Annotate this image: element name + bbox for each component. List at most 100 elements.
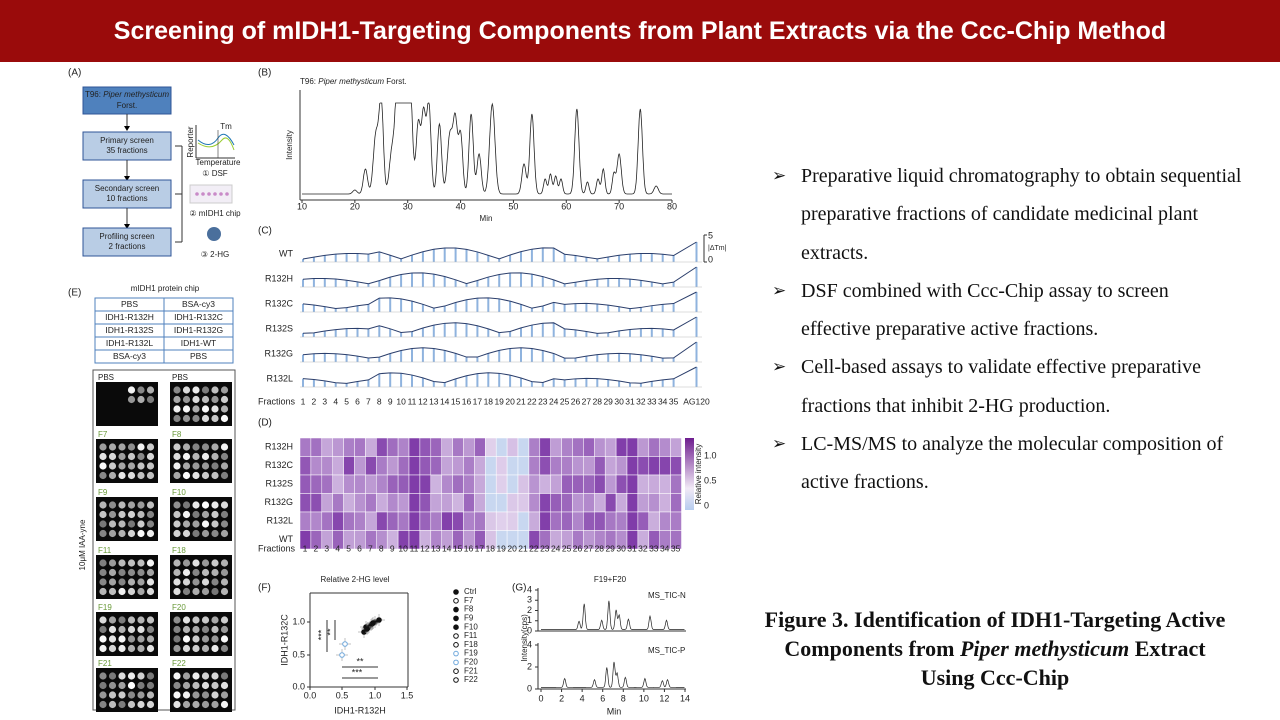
heat-cell <box>495 437 508 457</box>
heat-cell <box>550 437 562 457</box>
point <box>370 620 376 626</box>
spot <box>192 568 200 577</box>
legend-symbol <box>453 598 459 604</box>
spot <box>146 700 155 709</box>
spot <box>127 681 136 690</box>
heat-cell <box>648 437 660 457</box>
tm-label: Tm <box>220 122 232 131</box>
tick-label: 11 <box>408 396 417 406</box>
profile-line <box>302 241 697 260</box>
heat-cell <box>310 456 323 476</box>
heat-cell <box>299 511 312 531</box>
heat-cell <box>430 493 442 513</box>
dsf-x-label: Temperature <box>196 158 241 167</box>
spot <box>146 443 155 451</box>
legend-symbol <box>453 677 459 683</box>
image-label: F10 <box>172 488 186 497</box>
trace-name: MS_TIC-P <box>648 646 685 655</box>
tick-label: 28 <box>595 543 605 553</box>
heat-cell <box>365 493 377 513</box>
tick-label: 21 <box>518 543 528 553</box>
spot <box>108 510 117 519</box>
heat-cell <box>463 493 475 513</box>
spot <box>118 510 126 519</box>
legend-label: F18 <box>464 640 478 649</box>
heat-cell <box>310 493 323 513</box>
heat-cell <box>397 456 410 476</box>
row-label: R132L <box>266 373 293 383</box>
spot <box>127 578 136 586</box>
significance: *** <box>316 629 326 640</box>
spot <box>173 471 181 480</box>
spot <box>182 386 191 394</box>
source-authority: Forst. <box>117 101 137 110</box>
heat-cell <box>343 474 355 494</box>
heat-cell <box>659 437 671 457</box>
tick-label: 5 <box>346 543 351 553</box>
spot <box>99 520 107 528</box>
spot <box>173 691 181 699</box>
row-label: R132C <box>265 460 294 470</box>
heat-cell <box>670 493 682 513</box>
spot <box>173 405 181 413</box>
spot <box>127 700 136 709</box>
image-label: F20 <box>172 603 186 612</box>
tick-label: 8 <box>377 396 382 406</box>
step-detail: 2 fractions <box>109 242 146 251</box>
spot <box>108 672 117 680</box>
spot <box>220 462 229 470</box>
spot <box>220 414 229 423</box>
row-label: R132G <box>264 497 293 507</box>
tick-label: 4 <box>335 543 340 553</box>
spot <box>127 568 136 577</box>
spot <box>108 587 117 596</box>
heat-cell <box>485 456 497 476</box>
spot <box>220 568 229 577</box>
tick-label: 80 <box>667 201 677 211</box>
spot <box>182 529 191 538</box>
spot <box>137 568 145 577</box>
spot <box>137 529 145 538</box>
heat-cell <box>648 511 660 531</box>
spot <box>220 501 229 509</box>
heat-cell <box>506 493 519 513</box>
heat-cell <box>419 493 432 513</box>
spot <box>108 578 117 586</box>
heat-cell <box>572 456 584 476</box>
tick-label: 2 <box>527 661 532 671</box>
spot <box>201 672 210 680</box>
spot <box>182 414 191 423</box>
spot <box>182 681 191 690</box>
chip-title: mIDH1 protein chip <box>131 284 200 293</box>
heat-cell <box>572 474 584 494</box>
heat-cell <box>365 511 377 531</box>
spot <box>192 625 200 634</box>
arrow <box>124 176 130 181</box>
tick-label: 1 <box>301 396 306 406</box>
spot <box>118 559 126 567</box>
row-label: R132S <box>265 479 293 489</box>
spot <box>182 578 191 586</box>
step-box <box>82 179 172 209</box>
heat-cell <box>604 493 617 513</box>
spot <box>173 578 181 586</box>
tick-label: 35 <box>671 543 681 553</box>
spot <box>211 386 219 394</box>
heat-cell <box>452 474 464 494</box>
spot <box>137 452 145 461</box>
heat-cell <box>299 456 312 476</box>
heat-cell <box>310 437 323 457</box>
heat-cell <box>517 474 530 494</box>
significance: ** <box>356 656 364 666</box>
heat-cell <box>637 456 650 476</box>
layout-text: BSA-cy3 <box>113 351 146 361</box>
point <box>339 652 345 658</box>
tick-label: 14 <box>442 543 452 553</box>
heat-cell <box>419 456 432 476</box>
heat-cell <box>604 437 617 457</box>
heat-cell <box>670 456 682 476</box>
spot <box>182 672 191 680</box>
tick-label: 19 <box>496 543 506 553</box>
spot <box>146 471 155 480</box>
heat-cell <box>310 511 323 531</box>
